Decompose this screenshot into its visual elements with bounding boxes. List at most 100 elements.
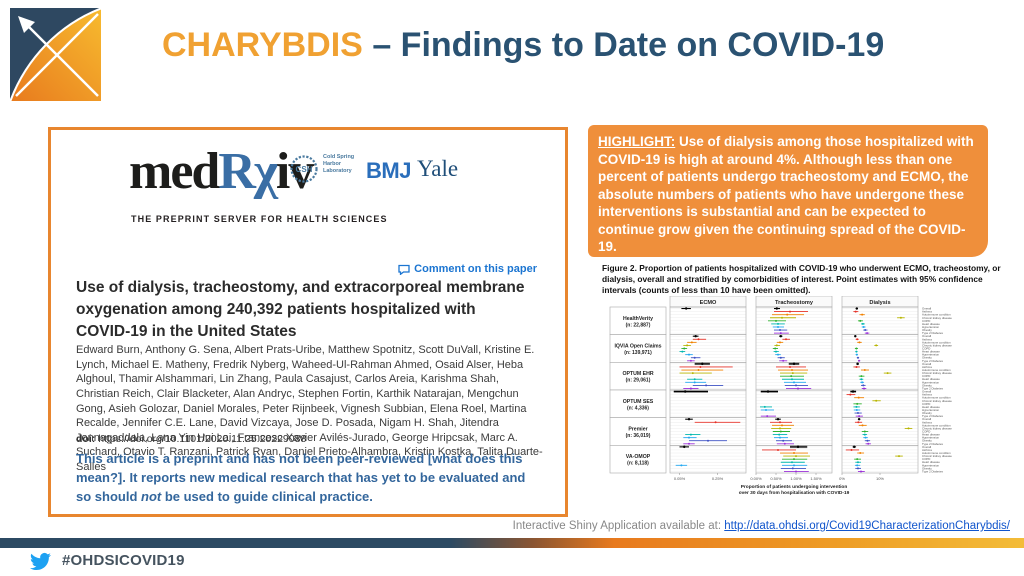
- shiny-app-link[interactable]: http://data.ohdsi.org/Covid19Characteriz…: [724, 520, 1010, 532]
- svg-text:Type 2 Diabetes: Type 2 Diabetes: [922, 359, 943, 363]
- svg-text:Autoimmune condition: Autoimmune condition: [922, 368, 951, 372]
- svg-text:Asthma: Asthma: [922, 310, 932, 314]
- svg-text:Obesity: Obesity: [922, 383, 932, 387]
- svg-text:Obesity: Obesity: [922, 439, 932, 443]
- svg-text:0%: 0%: [839, 476, 845, 481]
- svg-text:COPD: COPD: [922, 347, 930, 351]
- svg-text:Heart disease: Heart disease: [922, 460, 940, 464]
- svg-text:0.05%: 0.05%: [674, 476, 686, 481]
- svg-text:(n: 22,887): (n: 22,887): [626, 322, 651, 328]
- svg-text:Type 2 Diabetes: Type 2 Diabetes: [922, 469, 943, 473]
- svg-text:Obesity: Obesity: [922, 466, 932, 470]
- svg-text:0.25%: 0.25%: [712, 476, 724, 481]
- svg-text:COPD: COPD: [922, 374, 930, 378]
- svg-text:Proportion of patients undergo: Proportion of patients undergoing interv…: [741, 484, 848, 490]
- ohdsi-logo: [10, 8, 102, 102]
- svg-text:Heart disease: Heart disease: [922, 433, 940, 437]
- comment-on-paper-link[interactable]: Comment on this paper: [398, 263, 537, 275]
- svg-text:(n: 36,019): (n: 36,019): [626, 433, 651, 439]
- svg-text:Autoimmune condition: Autoimmune condition: [922, 396, 951, 400]
- title-rest: – Findings to Date on COVID-19: [362, 26, 885, 64]
- svg-text:IQVIA Open Claims: IQVIA Open Claims: [614, 344, 661, 350]
- title-accent: CHARYBDIS: [162, 26, 363, 64]
- svg-text:1.50%: 1.50%: [810, 476, 822, 481]
- svg-text:Obesity: Obesity: [922, 356, 932, 360]
- svg-text:Overall: Overall: [922, 362, 932, 366]
- svg-text:Asthma: Asthma: [922, 420, 932, 424]
- preprint-disclaimer: This article is a preprint and has not b…: [76, 451, 526, 504]
- svg-text:Tracheostomy: Tracheostomy: [775, 300, 814, 306]
- svg-text:OPTUM EHR: OPTUM EHR: [622, 371, 653, 377]
- svg-text:Type 2 Diabetes: Type 2 Diabetes: [922, 386, 943, 390]
- svg-text:Type 2 Diabetes: Type 2 Diabetes: [922, 442, 943, 446]
- svg-text:Obesity: Obesity: [922, 411, 932, 415]
- bmj-logo: BMJ: [366, 158, 411, 183]
- yale-logo: Yale: [417, 156, 459, 181]
- svg-text:10%: 10%: [876, 476, 884, 481]
- doi-label: doi:: [76, 433, 96, 445]
- svg-text:VA-OMOP: VA-OMOP: [626, 454, 651, 460]
- speech-bubble-icon: [398, 264, 410, 275]
- svg-text:Obesity: Obesity: [922, 328, 932, 332]
- csh-circle-icon: CSH: [290, 155, 318, 183]
- svg-text:Type 2 Diabetes: Type 2 Diabetes: [922, 414, 943, 418]
- svg-text:Hypertension: Hypertension: [922, 463, 939, 467]
- shiny-prefix: Interactive Shiny Application available …: [512, 520, 725, 532]
- svg-text:Chronic kidney disease: Chronic kidney disease: [922, 426, 952, 430]
- csh-name: Cold Spring Harbor Laboratory: [323, 154, 355, 174]
- medrxiv-logo: medRχiv: [129, 143, 314, 200]
- svg-text:over 30 days from hospitalisat: over 30 days from hospitalisation with C…: [739, 490, 850, 496]
- svg-text:COPD: COPD: [922, 402, 930, 406]
- svg-text:Heart disease: Heart disease: [922, 322, 940, 326]
- svg-text:Overall: Overall: [922, 445, 932, 449]
- medrxiv-tagline: THE PREPRINT SERVER FOR HEALTH SCIENCES: [131, 214, 388, 224]
- medrxiv-logo-chi: χ: [253, 143, 278, 200]
- highlight-text: Use of dialysis among those hospitalized…: [598, 134, 974, 255]
- svg-text:(n: 4,336): (n: 4,336): [627, 405, 649, 411]
- footer-gradient-bar: [0, 538, 1024, 548]
- svg-text:Heart disease: Heart disease: [922, 405, 940, 409]
- svg-text:COPD: COPD: [922, 319, 930, 323]
- svg-text:(n: 8,118): (n: 8,118): [627, 461, 649, 467]
- footer-hashtag: #OHDSICOVID19: [62, 552, 185, 569]
- svg-text:Overall: Overall: [922, 390, 932, 394]
- svg-text:Autoimmune condition: Autoimmune condition: [922, 423, 951, 427]
- svg-text:Chronic kidney disease: Chronic kidney disease: [922, 454, 952, 458]
- medrxiv-logo-iv: iv: [275, 143, 314, 200]
- paper-authors: Edward Burn, Anthony G. Sena, Albert Pra…: [76, 344, 543, 473]
- svg-text:HealthVerity: HealthVerity: [623, 316, 653, 322]
- twitter-icon: [30, 552, 51, 571]
- svg-text:Overall: Overall: [922, 417, 932, 421]
- svg-text:Chronic kidney disease: Chronic kidney disease: [922, 371, 952, 375]
- figure-2-forest-plot: ECMO Tracheostomy Dialysis HealthVerity (n: …: [600, 295, 1015, 496]
- svg-text:Overall: Overall: [922, 334, 932, 338]
- svg-text:(n: 139,971): (n: 139,971): [624, 350, 652, 356]
- svg-text:Hypertension: Hypertension: [922, 353, 939, 357]
- svg-text:Hypertension: Hypertension: [922, 436, 939, 440]
- svg-text:CSH: CSH: [296, 165, 313, 174]
- highlight-box: HIGHLIGHT: Use of dialysis among those h…: [588, 125, 988, 257]
- svg-text:Chronic kidney disease: Chronic kidney disease: [922, 343, 952, 347]
- svg-text:Chronic kidney disease: Chronic kidney disease: [922, 399, 952, 403]
- comment-link-label: Comment on this paper: [414, 263, 537, 275]
- svg-text:Premier: Premier: [628, 427, 647, 433]
- paper-title: Use of dialysis, tracheostomy, and extra…: [76, 279, 525, 340]
- svg-text:Asthma: Asthma: [922, 448, 932, 452]
- shiny-app-line: Interactive Shiny Application available …: [513, 520, 1010, 532]
- svg-text:Heart disease: Heart disease: [922, 377, 940, 381]
- logo-arrowhead: [18, 16, 35, 33]
- svg-text:Autoimmune condition: Autoimmune condition: [922, 313, 951, 317]
- svg-text:Heart disease: Heart disease: [922, 350, 940, 354]
- svg-text:Autoimmune condition: Autoimmune condition: [922, 340, 951, 344]
- paper-doi: doi: https://doi.org/10.1101/2020.11.25.2…: [76, 433, 306, 445]
- doi-value: https://doi.org/10.1101/2020.11.25.20229…: [98, 433, 307, 445]
- svg-text:COPD: COPD: [922, 457, 930, 461]
- svg-text:(n: 29,061): (n: 29,061): [626, 378, 651, 384]
- csh-logo: CSH Cold Spring Harbor Laboratory: [289, 154, 359, 184]
- svg-text:COPD: COPD: [922, 430, 930, 434]
- svg-text:Hypertension: Hypertension: [922, 325, 939, 329]
- medrxiv-logo-r: R: [218, 143, 256, 200]
- svg-text:ECMO: ECMO: [700, 300, 717, 306]
- svg-text:Chronic kidney disease: Chronic kidney disease: [922, 316, 952, 320]
